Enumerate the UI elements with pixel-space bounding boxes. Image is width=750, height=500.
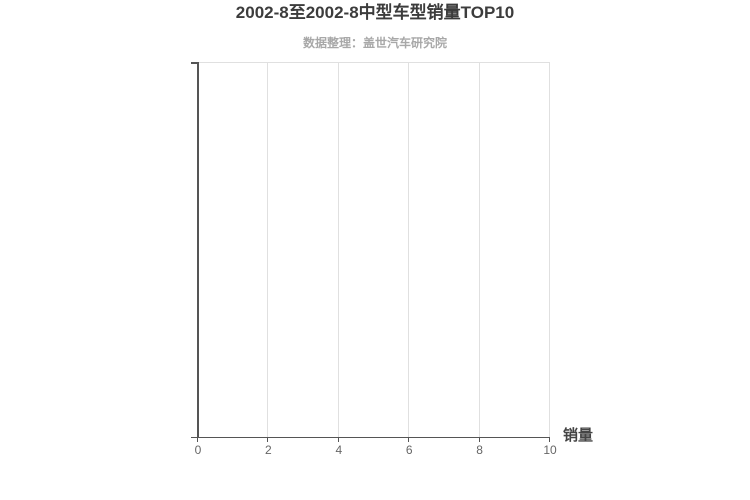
plot-area — [191, 62, 550, 442]
chart-title: 2002-8至2002-8中型车型销量TOP10 — [235, 3, 515, 22]
x-axis-tick — [267, 438, 269, 442]
x-axis-tick-label: 4 — [335, 443, 343, 457]
gridline — [478, 63, 480, 437]
gridline — [337, 63, 339, 437]
x-axis-tick — [549, 438, 550, 442]
x-axis-tick-label: 2 — [265, 443, 272, 457]
y-axis-line — [197, 62, 199, 437]
x-axis-tick-label: 0 — [194, 443, 202, 457]
x-axis-tick-label: 10 — [543, 443, 557, 457]
x-axis-tick — [337, 438, 339, 442]
x-axis-tick-label: 8 — [476, 443, 483, 457]
x-axis-line — [191, 436, 550, 438]
gridline — [408, 63, 410, 437]
x-axis-tick-label: 6 — [405, 443, 413, 457]
chart-subtitle: 数据整理：盖世汽车研究院 — [302, 36, 447, 50]
y-axis-top-tick — [191, 62, 198, 64]
gridline — [549, 63, 550, 437]
x-axis-tick — [197, 438, 198, 442]
x-axis-tick — [478, 438, 480, 442]
x-axis-name: 销量 — [563, 427, 594, 444]
gridline — [267, 63, 269, 437]
x-axis-tick — [408, 438, 410, 442]
